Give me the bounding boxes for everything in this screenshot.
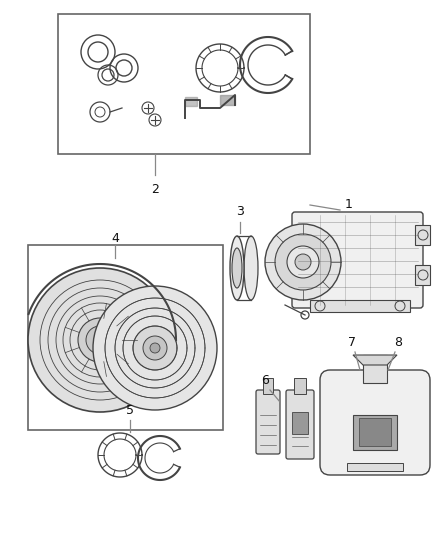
Circle shape: [78, 318, 122, 362]
Polygon shape: [185, 97, 197, 106]
Bar: [292, 412, 308, 434]
Bar: [28, 245, 223, 430]
Text: 7: 7: [348, 336, 356, 349]
Ellipse shape: [232, 248, 242, 288]
Bar: [263, 378, 273, 394]
Circle shape: [28, 268, 172, 412]
Circle shape: [93, 286, 217, 410]
FancyBboxPatch shape: [292, 212, 423, 308]
Circle shape: [275, 234, 331, 290]
Polygon shape: [353, 355, 397, 365]
Circle shape: [133, 326, 177, 370]
Polygon shape: [220, 95, 235, 105]
Bar: [359, 418, 391, 446]
Bar: [294, 378, 306, 394]
Bar: [347, 463, 403, 471]
Circle shape: [143, 336, 167, 360]
Text: 8: 8: [394, 336, 402, 349]
Bar: [363, 355, 387, 383]
Bar: [353, 415, 397, 450]
FancyBboxPatch shape: [286, 390, 314, 459]
Circle shape: [86, 326, 114, 354]
Text: 6: 6: [261, 374, 269, 387]
Circle shape: [94, 334, 106, 346]
Bar: [415, 265, 430, 285]
Bar: [58, 14, 310, 154]
Ellipse shape: [230, 236, 244, 300]
FancyBboxPatch shape: [320, 370, 430, 475]
Bar: [415, 225, 430, 245]
Text: 3: 3: [236, 205, 244, 218]
Circle shape: [287, 246, 319, 278]
Circle shape: [150, 343, 160, 353]
Bar: [310, 300, 410, 312]
Text: 1: 1: [345, 198, 353, 212]
Ellipse shape: [244, 236, 258, 300]
Text: 4: 4: [111, 232, 119, 245]
FancyBboxPatch shape: [256, 390, 280, 454]
Text: 2: 2: [151, 183, 159, 196]
Text: 5: 5: [126, 404, 134, 417]
Circle shape: [295, 254, 311, 270]
Circle shape: [265, 224, 341, 300]
